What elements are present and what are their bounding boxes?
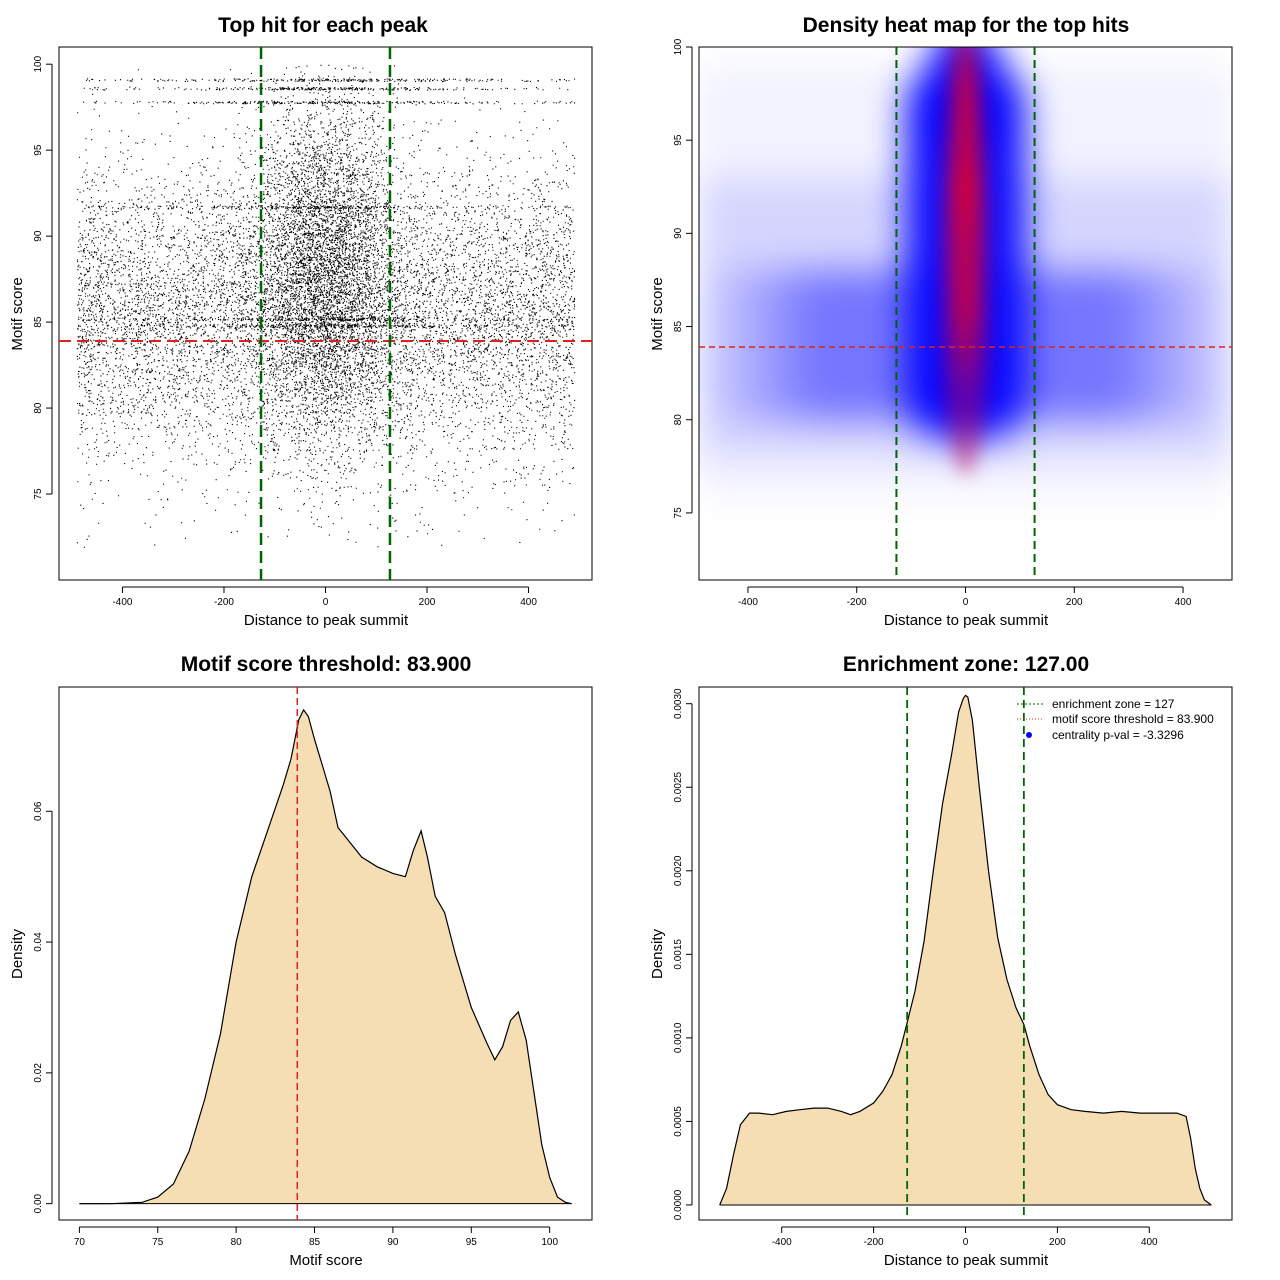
x-tick-label: 85 [309, 1237, 321, 1248]
density-area [79, 708, 572, 1205]
x-tick-label: -400 [112, 597, 132, 608]
y-axis-label: Motif score [9, 277, 26, 350]
y-tick-label: 75 [673, 507, 684, 519]
x-tick-label: 400 [1175, 597, 1192, 608]
density-area [719, 694, 1212, 1206]
y-tick-label: 80 [673, 414, 684, 426]
plot-frame [58, 686, 593, 1221]
x-tick-label: -400 [738, 597, 758, 608]
legend-entry-pval: centrality p-val = -3.3296 [1052, 728, 1184, 742]
panel-distance-density: Enrichment zone: 127.00 -400 -200 0 200 400 0… [649, 653, 1233, 1269]
y-tick-label: 100 [673, 38, 684, 55]
x-tick-label: 0 [963, 597, 969, 608]
y-tick-label: 100 [33, 55, 44, 72]
plot-frame [698, 686, 1233, 1221]
y-axis-label: Motif score [649, 277, 666, 350]
chart-title: Density heat map for the top hits [803, 14, 1130, 37]
legend-entry-zone: enrichment zone = 127 [1052, 697, 1175, 711]
scatter-points [76, 64, 576, 548]
y-tick-label: 0.04 [33, 932, 44, 952]
y-tick-label: 0.02 [33, 1063, 44, 1083]
y-tick-label: 80 [33, 402, 44, 414]
y-tick-label: 0.00 [33, 1193, 44, 1213]
x-tick-label: 75 [152, 1237, 164, 1248]
scatter-dots [76, 64, 576, 548]
axes: 70 75 80 85 90 95 100 0.00 0.02 0.04 0.06 [33, 801, 558, 1248]
y-tick-label: 85 [673, 321, 684, 333]
x-tick-label: 95 [466, 1237, 478, 1248]
reference-lines [699, 47, 1232, 580]
plot-frame [698, 46, 1233, 581]
x-tick-label: 70 [74, 1237, 86, 1248]
x-axis-label: Motif score [289, 1252, 362, 1269]
y-tick-label: 95 [673, 134, 684, 146]
chart-title: Enrichment zone: 127.00 [843, 653, 1089, 676]
x-tick-label: 0 [963, 1237, 969, 1248]
x-axis-label: Distance to peak summit [244, 612, 409, 629]
heat-lower-core [941, 140, 990, 476]
y-tick-label: 0.0005 [673, 1106, 684, 1137]
density-fill [79, 709, 572, 1204]
x-tick-label: -200 [214, 597, 234, 608]
x-tick-label: 90 [387, 1237, 399, 1248]
axes: -400 -200 0 200 400 0.0000 0.0005 0.0010 0.0015 0… [673, 688, 1158, 1248]
density-fill [719, 695, 1212, 1205]
x-tick-label: -200 [864, 1237, 884, 1248]
x-tick-label: 80 [231, 1237, 243, 1248]
y-tick-label: 95 [33, 144, 44, 156]
x-tick-label: 400 [520, 597, 537, 608]
y-tick-label: 85 [33, 316, 44, 328]
y-tick-label: 90 [33, 230, 44, 242]
axes: -400 -200 0 200 400 75 80 85 90 95 100 [673, 38, 1192, 608]
chart-title: Motif score threshold: 83.900 [181, 653, 472, 676]
reference-lines [906, 687, 1025, 1220]
panel-score-density: Motif score threshold: 83.900 70 75 80 85 90… [9, 653, 593, 1269]
x-tick-label: 200 [1066, 597, 1083, 608]
legend-entry-threshold: motif score threshold = 83.900 [1052, 712, 1214, 726]
panel-heatmap: Density heat map for the top hits -400 -2… [649, 14, 1233, 629]
x-axis-label: Distance to peak summit [884, 1252, 1049, 1269]
x-axis-label: Distance to peak summit [884, 612, 1049, 629]
density-curve [79, 708, 572, 1205]
x-tick-label: 100 [541, 1237, 558, 1248]
heat-hotspot [946, 47, 985, 178]
axes: -400 -200 0 200 400 75 80 85 90 95 100 [33, 55, 537, 608]
y-tick-label: 0.0020 [673, 855, 684, 886]
legend: enrichment zone = 127 motif score thresh… [1017, 697, 1214, 742]
x-tick-label: 200 [1049, 1237, 1066, 1248]
legend-swatch-pval [1026, 732, 1032, 738]
x-tick-label: -400 [772, 1237, 792, 1248]
y-tick-label: 0.0000 [673, 1189, 684, 1220]
y-tick-label: 75 [33, 488, 44, 500]
density-curve [719, 694, 1212, 1206]
chart-title: Top hit for each peak [218, 14, 428, 37]
y-tick-label: 0.0030 [673, 688, 684, 719]
heatmap-field [699, 47, 1232, 580]
x-tick-label: 200 [419, 597, 436, 608]
y-tick-label: 0.0025 [673, 772, 684, 803]
x-tick-label: 400 [1141, 1237, 1158, 1248]
y-tick-label: 90 [673, 227, 684, 239]
y-axis-label: Density [9, 928, 26, 979]
y-tick-label: 0.0010 [673, 1022, 684, 1053]
y-tick-label: 0.0015 [673, 939, 684, 970]
panel-scatter: Top hit for each peak -400 -200 0 200 400 75 8… [9, 14, 593, 629]
x-tick-label: 0 [323, 597, 329, 608]
plot-frame [58, 46, 593, 581]
x-tick-label: -200 [847, 597, 867, 608]
y-axis-label: Density [649, 928, 666, 979]
y-tick-label: 0.06 [33, 801, 44, 821]
